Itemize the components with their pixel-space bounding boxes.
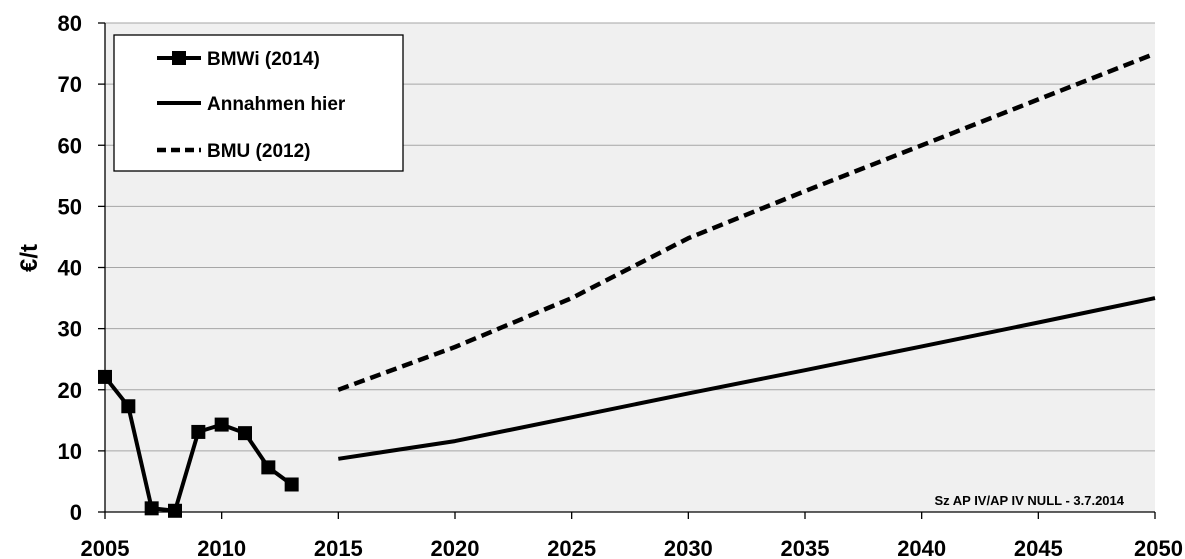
data-point-marker [191,424,206,439]
data-point-marker [121,399,136,414]
y-tick-label: 10 [58,439,82,464]
series-line-1 [338,296,1156,461]
data-point-marker [214,417,229,432]
data-point-marker [168,503,182,518]
source-annotation: Sz AP IV/AP IV NULL - 3.7.2014 [934,493,1124,508]
x-tick-label: 2005 [81,536,130,559]
legend-label: Annahmen hier [207,94,346,115]
x-tick-label: 2050 [1134,536,1183,559]
y-tick-label: 40 [58,256,82,281]
x-tick-labels: 2005 2010 2015 2020 2025 2030 2035 2040 2045 2050 [81,536,1183,559]
y-tick-label: 80 [58,11,82,36]
y-tick-label: 60 [58,133,82,158]
x-tick-label: 2035 [781,536,830,559]
legend-marker [172,51,186,65]
x-tick-label: 2015 [314,536,363,559]
x-tick-label: 2010 [197,536,246,559]
legend-label: BMWi (2014) [207,49,320,70]
y-tick-label: 70 [58,72,82,97]
x-tick-label: 2020 [431,536,480,559]
y-tick-label: 0 [70,500,82,525]
y-axis-title: €/t [16,244,43,272]
y-tick-label: 50 [58,194,82,219]
data-point-marker [144,501,159,516]
series-layer [98,51,1156,518]
y-tick-label: 20 [58,378,82,403]
gridlines [105,22,1155,452]
data-point-marker [284,477,299,492]
series-line-2 [337,51,1156,392]
x-tick-label: 2045 [1014,536,1063,559]
legend-label: BMU (2012) [207,141,310,162]
y-tick-label: 30 [58,317,82,342]
axes [98,22,1156,519]
legend: BMWi (2014) Annahmen hier BMU (2012) [113,34,404,172]
y-tick-labels: 0 10 20 30 40 50 60 70 80 [58,11,82,525]
x-tick-label: 2030 [664,536,713,559]
data-point-marker [238,426,252,441]
x-tick-label: 2040 [897,536,946,559]
x-tick-label: 2025 [547,536,596,559]
data-point-marker [98,369,112,384]
data-point-marker [261,460,276,475]
